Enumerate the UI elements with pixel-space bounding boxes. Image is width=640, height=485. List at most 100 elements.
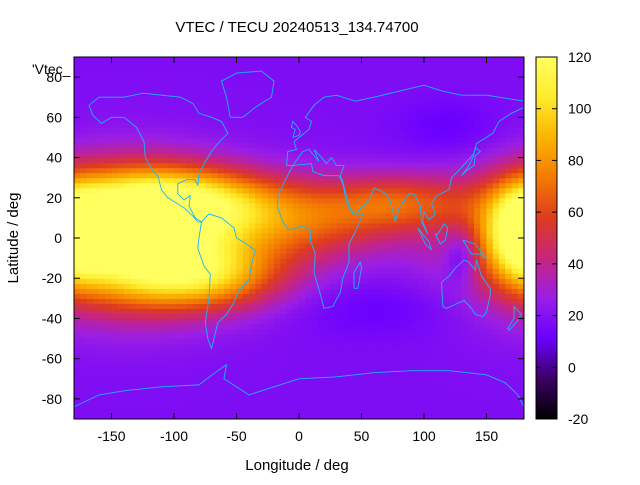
heatmap-cell	[299, 107, 306, 113]
heatmap-cell	[317, 202, 325, 209]
heatmap-cell	[305, 97, 313, 103]
heatmap-cell	[424, 303, 431, 309]
heatmap-cell	[361, 393, 369, 400]
heatmap-cell	[261, 308, 269, 315]
heatmap-cell	[486, 408, 494, 415]
heatmap-cell	[161, 182, 169, 189]
heatmap-cell	[117, 288, 125, 294]
heatmap-cell	[186, 333, 194, 340]
heatmap-cell	[511, 278, 519, 284]
heatmap-cell	[105, 162, 113, 169]
heatmap-cell	[336, 363, 344, 370]
heatmap-cell	[267, 358, 275, 365]
heatmap-cell	[424, 127, 431, 134]
heatmap-cell	[492, 253, 500, 259]
heatmap-cell	[411, 298, 419, 304]
heatmap-cell	[436, 278, 444, 284]
heatmap-cell	[336, 87, 344, 93]
heatmap-cell	[411, 278, 419, 284]
heatmap-cell	[199, 263, 206, 269]
heatmap-cell	[117, 293, 125, 299]
heatmap-cell	[505, 177, 513, 184]
heatmap-cell	[199, 222, 206, 229]
heatmap-cell	[367, 167, 375, 174]
heatmap-cell	[186, 303, 194, 309]
heatmap-cell	[299, 343, 306, 350]
heatmap-cell	[474, 112, 481, 118]
heatmap-cell	[280, 117, 288, 123]
heatmap-cell	[180, 388, 188, 395]
heatmap-cell	[224, 378, 231, 385]
heatmap-cell	[505, 318, 513, 325]
heatmap-cell	[111, 338, 119, 345]
heatmap-cell	[505, 243, 513, 249]
heatmap-cell	[405, 107, 413, 113]
heatmap-cell	[261, 383, 269, 390]
heatmap-cell	[392, 253, 400, 259]
heatmap-cell	[224, 288, 231, 294]
heatmap-cell	[267, 77, 275, 83]
heatmap-cell	[455, 127, 463, 134]
heatmap-cell	[355, 253, 363, 259]
heatmap-cell	[467, 217, 475, 224]
heatmap-cell	[367, 378, 375, 385]
heatmap-cell	[124, 383, 131, 390]
heatmap-cell	[305, 132, 313, 139]
heatmap-cell	[492, 112, 500, 118]
heatmap-cell	[392, 288, 400, 294]
heatmap-cell	[374, 232, 381, 239]
heatmap-cell	[249, 408, 256, 415]
heatmap-cell	[174, 127, 181, 134]
heatmap-cell	[167, 358, 175, 365]
heatmap-cell	[299, 157, 306, 164]
heatmap-cell	[292, 383, 300, 390]
heatmap-cell	[430, 248, 438, 254]
heatmap-cell	[74, 413, 81, 419]
heatmap-cell	[367, 363, 375, 370]
heatmap-cell	[174, 288, 181, 294]
heatmap-cell	[292, 268, 300, 274]
heatmap-cell	[292, 363, 300, 370]
heatmap-cell	[236, 303, 244, 309]
heatmap-cell	[274, 248, 281, 254]
heatmap-cell	[130, 172, 138, 179]
heatmap-cell	[136, 82, 144, 88]
heatmap-cell	[105, 323, 113, 330]
heatmap-cell	[499, 263, 506, 269]
heatmap-cell	[267, 177, 275, 184]
heatmap-cell	[299, 368, 306, 375]
heatmap-cell	[230, 212, 238, 219]
heatmap-cell	[286, 192, 294, 199]
heatmap-cell	[274, 177, 281, 184]
heatmap-cell	[367, 278, 375, 284]
heatmap-cell	[161, 222, 169, 229]
heatmap-cell	[211, 388, 219, 395]
heatmap-cell	[174, 398, 181, 405]
heatmap-cell	[86, 368, 94, 375]
heatmap-cell	[99, 172, 106, 179]
heatmap-cell	[105, 227, 113, 234]
heatmap-cell	[224, 248, 231, 254]
heatmap-cell	[449, 162, 456, 169]
heatmap-cell	[142, 112, 150, 118]
heatmap-cell	[174, 207, 181, 214]
heatmap-cell	[355, 127, 363, 134]
heatmap-cell	[255, 127, 263, 134]
heatmap-cell	[211, 102, 219, 108]
heatmap-cell	[280, 127, 288, 134]
heatmap-cell	[330, 408, 338, 415]
heatmap-cell	[274, 303, 281, 309]
heatmap-cell	[330, 283, 338, 289]
heatmap-cell	[255, 117, 263, 123]
heatmap-cell	[411, 142, 419, 149]
heatmap-cell	[311, 283, 319, 289]
heatmap-cell	[111, 102, 119, 108]
heatmap-cell	[349, 358, 356, 365]
heatmap-cell	[330, 238, 338, 244]
heatmap-cell	[74, 142, 81, 149]
heatmap-cell	[136, 328, 144, 335]
heatmap-cell	[142, 298, 150, 304]
heatmap-cell	[80, 97, 88, 103]
heatmap-cell	[367, 358, 375, 365]
